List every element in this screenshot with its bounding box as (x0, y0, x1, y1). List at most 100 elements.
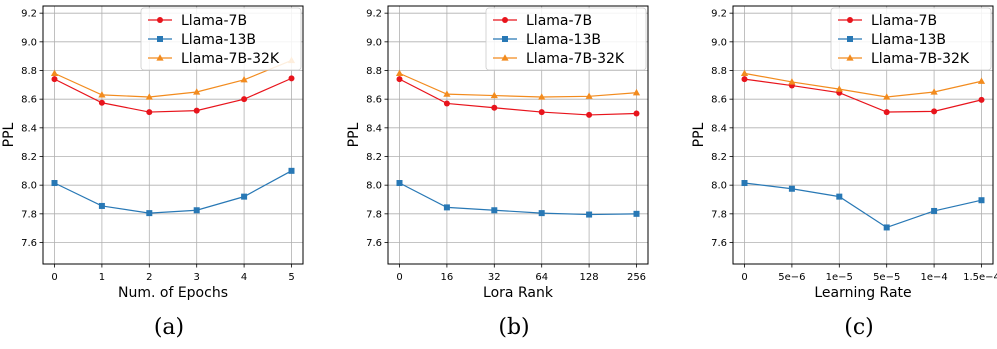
y-axis-label: PPL (691, 122, 707, 147)
legend-label: Llama-13B (181, 32, 256, 48)
x-tick-label: 0 (741, 272, 747, 283)
series-line (54, 170, 292, 214)
x-tick-label: 5e−5 (873, 272, 900, 283)
data-point (978, 197, 985, 204)
x-tick-label: 1.5e−4 (963, 272, 997, 283)
data-point (788, 185, 795, 192)
y-tick-label: 9.0 (21, 37, 37, 48)
series-llama7b32k (395, 69, 641, 100)
data-point (585, 92, 593, 99)
data-point (50, 69, 59, 76)
data-point (193, 107, 200, 114)
data-point (632, 88, 641, 96)
data-point (586, 111, 593, 118)
x-tick-label: 0 (396, 272, 402, 283)
data-point (51, 76, 58, 83)
plot-frame (732, 5, 994, 265)
data-point (835, 85, 843, 92)
data-point (491, 207, 498, 214)
x-tick-label: 256 (627, 272, 646, 283)
x-axis-label: Num. of Epochs (118, 285, 228, 301)
series-llama13b (741, 180, 985, 231)
data-point (740, 69, 749, 76)
legend-marker (157, 36, 163, 42)
legend-marker (156, 54, 164, 61)
data-point (977, 77, 986, 84)
data-point (931, 108, 938, 115)
legend-box (140, 7, 302, 71)
y-tick-label: 8.4 (366, 123, 382, 134)
y-tick-label: 8.2 (711, 152, 727, 163)
legend-marker (502, 36, 508, 42)
data-point (288, 167, 295, 174)
x-tick-label: 32 (488, 272, 501, 283)
x-tick-label: 1e−4 (920, 272, 947, 283)
series-line (54, 77, 292, 113)
y-tick-label: 9.2 (366, 9, 382, 20)
data-point (443, 204, 450, 211)
x-axis-label: Lora Rank (483, 285, 554, 301)
x-tick-label: 128 (580, 272, 599, 283)
y-tick-label: 8.6 (711, 95, 727, 106)
x-tick-label: 16 (441, 272, 454, 283)
data-point (443, 90, 451, 97)
y-tick-label: 9.2 (711, 9, 727, 20)
series-line (399, 78, 637, 116)
data-point (883, 109, 890, 116)
series-line (399, 182, 637, 216)
y-tick-label: 8.6 (21, 95, 37, 106)
data-point (193, 88, 201, 95)
data-point (788, 78, 796, 85)
chart-panel-3: 7.6 7.8 8.0 8.2 8.4 8.6 8.8 9.0 9.2 0 5e−6 1e−5 5e−5… (691, 5, 997, 340)
legend-box (830, 7, 992, 71)
y-tick-label: 7.6 (21, 238, 37, 249)
legend: Llama-7B Llama-13B Llama-7B-32K (485, 7, 647, 71)
legend-label: Llama-13B (526, 32, 601, 48)
legend-marker (157, 17, 163, 23)
legend-label: Llama-7B-32K (526, 51, 625, 67)
data-point (931, 207, 938, 214)
data-point (633, 210, 640, 217)
y-tick-label: 7.8 (366, 209, 382, 220)
legend-label: Llama-7B (526, 13, 592, 29)
data-point (883, 224, 890, 231)
x-axis-label: Learning Rate (814, 285, 911, 301)
data-point (978, 96, 985, 103)
chart-panel-1: 7.6 7.8 8.0 8.2 8.4 8.6 8.8 9.0 9.2 0 1 2 3 4 5 Num. of… (1, 5, 304, 340)
data-point (145, 93, 153, 100)
plot-frame (42, 5, 304, 265)
data-point (538, 93, 546, 100)
y-tick-label: 8.8 (366, 66, 382, 77)
data-point (241, 96, 248, 103)
data-point (538, 109, 545, 116)
data-point (146, 210, 153, 217)
data-point (396, 180, 403, 187)
x-tick-label: 1e−5 (826, 272, 853, 283)
x-tick-label: 4 (241, 272, 247, 283)
y-tick-label: 8.0 (711, 181, 727, 192)
y-tick-label: 9.0 (711, 37, 727, 48)
y-tick-label: 8.0 (21, 181, 37, 192)
legend-marker (847, 17, 853, 23)
data-point (98, 91, 106, 98)
y-tick-label: 8.2 (21, 152, 37, 163)
y-tick-label: 9.0 (366, 37, 382, 48)
x-tick-label: 5e−6 (778, 272, 805, 283)
y-axis-label: PPL (1, 122, 17, 147)
panel-caption: (c) (844, 315, 874, 340)
series-line (54, 59, 292, 98)
y-tick-label: 8.4 (21, 123, 37, 134)
data-point (930, 88, 938, 95)
legend-marker (847, 36, 853, 42)
data-point (741, 76, 748, 83)
x-tick-label: 5 (288, 272, 294, 283)
data-point (883, 93, 891, 100)
plot-frame (387, 5, 649, 265)
series-llama13b (51, 167, 295, 217)
legend: Llama-7B Llama-13B Llama-7B-32K (140, 7, 302, 71)
legend-marker (502, 17, 508, 23)
data-point (741, 180, 748, 187)
data-point (240, 76, 248, 83)
legend-marker (846, 54, 854, 61)
